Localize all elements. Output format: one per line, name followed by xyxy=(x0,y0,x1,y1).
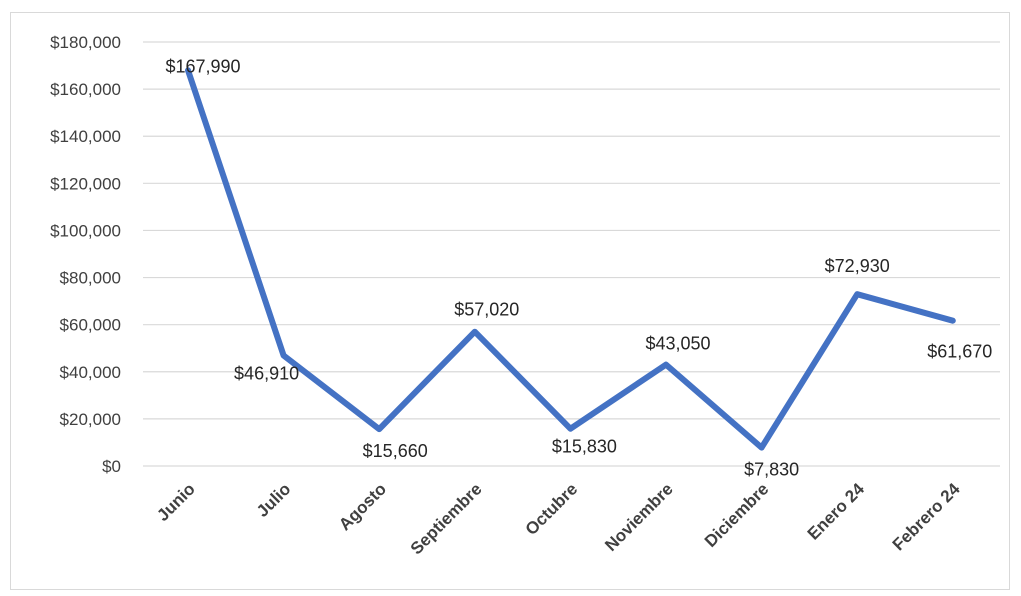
y-tick-label: $20,000 xyxy=(60,410,121,429)
x-tick-label: Febrero 24 xyxy=(889,479,964,554)
y-tick-label: $160,000 xyxy=(50,80,121,99)
x-axis-ticks: Junio Julio Agosto Septiembre Octubre Noviemb… xyxy=(153,479,964,558)
data-label: $15,660 xyxy=(363,441,428,461)
y-tick-label: $40,000 xyxy=(60,363,121,382)
x-tick-label: Septiembre xyxy=(407,479,486,558)
data-label: $7,830 xyxy=(744,460,799,480)
data-labels: $167,990 $46,910 $15,660 $57,020 $15,830 $43,… xyxy=(165,56,992,479)
y-tick-label: $180,000 xyxy=(50,33,121,52)
chart-frame xyxy=(10,12,1010,590)
data-label: $43,050 xyxy=(645,334,710,354)
x-tick-label: Noviembre xyxy=(601,479,677,555)
data-label: $61,670 xyxy=(927,342,992,362)
x-tick-label: Agosto xyxy=(335,479,390,534)
x-tick-label: Junio xyxy=(153,479,198,524)
data-label: $57,020 xyxy=(454,300,519,320)
y-tick-label: $140,000 xyxy=(50,127,121,146)
y-axis-ticks: $0 $20,000 $40,000 $60,000 $80,000 $100,000 $1… xyxy=(50,33,121,476)
x-tick-label: Enero 24 xyxy=(804,479,869,544)
data-label: $46,910 xyxy=(234,364,299,384)
series-line-layer xyxy=(185,67,956,451)
x-tick-label: Diciembre xyxy=(701,479,773,551)
y-tick-label: $60,000 xyxy=(60,316,121,335)
y-tick-label: $100,000 xyxy=(50,221,121,240)
data-label: $15,830 xyxy=(552,437,617,457)
x-tick-label: Julio xyxy=(253,479,294,520)
series-line xyxy=(185,67,956,451)
gridlines xyxy=(143,41,1000,467)
y-tick-label: $80,000 xyxy=(60,269,121,288)
y-tick-label: $0 xyxy=(102,457,121,476)
data-label: $167,990 xyxy=(165,56,240,76)
y-tick-label: $120,000 xyxy=(50,174,121,193)
x-tick-label: Octubre xyxy=(522,479,582,539)
data-label: $72,930 xyxy=(825,256,890,276)
